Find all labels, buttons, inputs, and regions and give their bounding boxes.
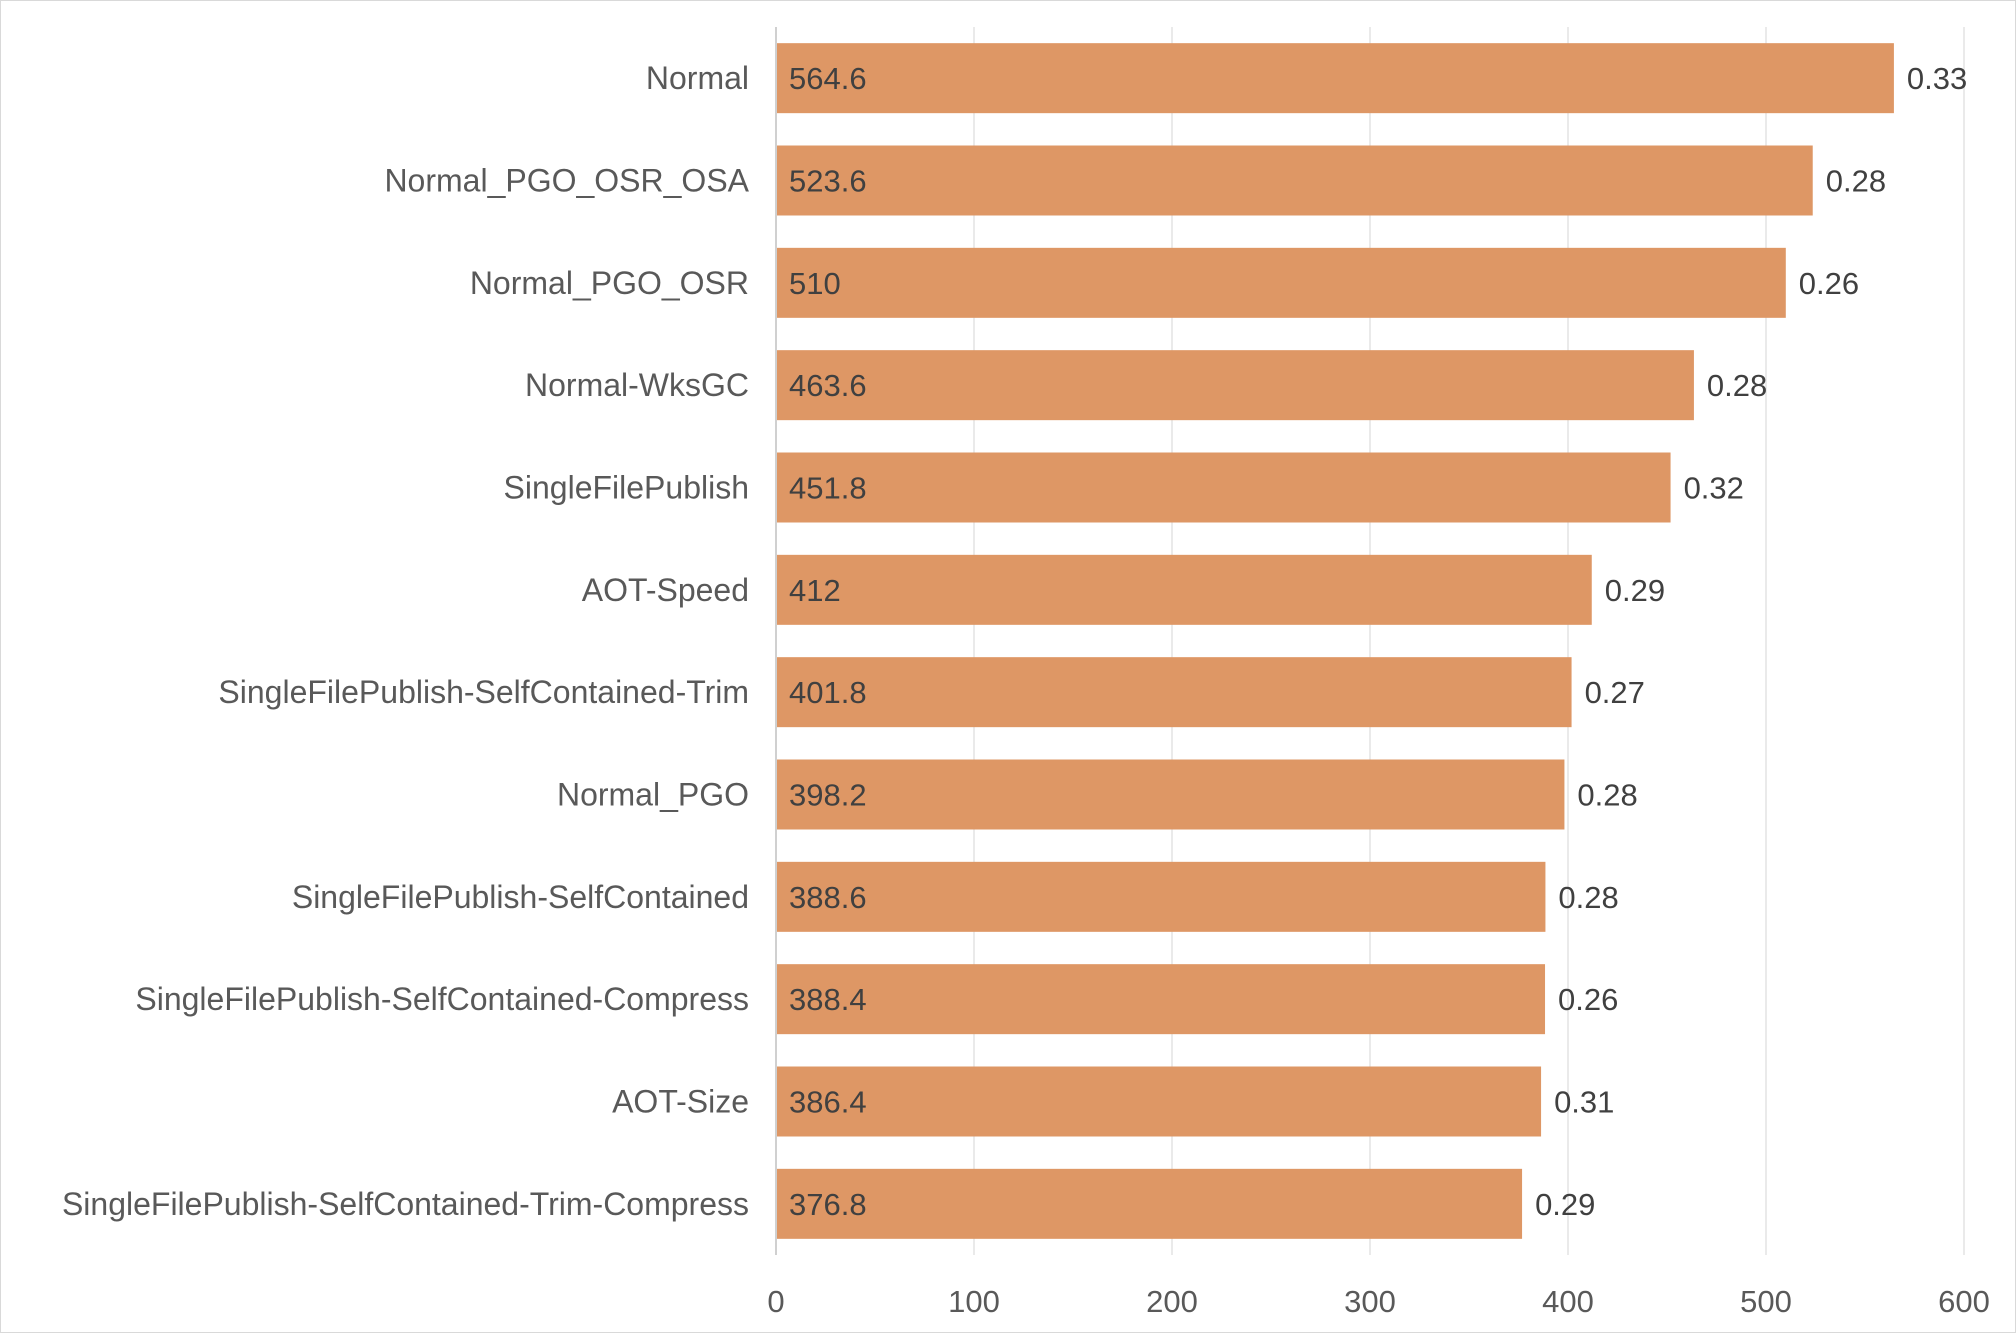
bar-value-label: 463.6 [789,368,867,403]
bar [776,452,1671,523]
x-tick-label: 600 [1938,1284,1990,1319]
bar-end-label: 0.29 [1535,1187,1595,1222]
category-label: SingleFilePublish-SelfContained-Compress [135,981,749,1017]
x-tick-label: 500 [1740,1284,1792,1319]
bar-value-label: 386.4 [789,1085,867,1120]
category-label: SingleFilePublish [504,470,749,506]
bar-value-label: 398.2 [789,778,867,813]
bar-end-label: 0.28 [1577,778,1637,813]
bar-value-label: 510 [789,266,841,301]
gridlines [973,27,1965,1255]
bar-value-label: 564.6 [789,61,867,96]
bar-end-label: 0.31 [1554,1085,1614,1120]
bar [776,861,1546,932]
bar-value-label: 401.8 [789,675,867,710]
bar-end-label: 0.28 [1558,880,1618,915]
bar-end-label: 0.29 [1605,573,1665,608]
bar [776,350,1694,421]
category-label: Normal_PGO [557,777,749,813]
bar [776,145,1813,216]
x-tick-label: 400 [1542,1284,1594,1319]
category-label: SingleFilePublish-SelfContained-Trim-Com… [62,1186,749,1222]
x-tick-label: 200 [1146,1284,1198,1319]
bar-end-label: 0.26 [1558,982,1618,1017]
bar-end-label: 0.26 [1799,266,1859,301]
x-tick-label: 300 [1344,1284,1396,1319]
x-tick-label: 100 [948,1284,1000,1319]
bar-end-label: 0.28 [1707,368,1767,403]
x-tick-label: 0 [767,1284,784,1319]
bar-value-label: 451.8 [789,471,867,506]
category-label: SingleFilePublish-SelfContained-Trim [218,674,749,710]
category-label: Normal_PGO_OSR [470,265,749,301]
category-label: Normal [646,60,749,96]
bar [776,964,1546,1035]
bar-value-label: 523.6 [789,164,867,199]
bar [776,1168,1523,1239]
labels: 0 100 200 300 400 500 600 Normal 564.6 0.33 Normal… [62,60,1990,1319]
bar [776,43,1894,114]
bar-end-label: 0.33 [1907,61,1967,96]
bar [776,759,1565,830]
bar-value-label: 388.4 [789,982,867,1017]
bar-value-label: 376.8 [789,1187,867,1222]
bar [776,247,1786,318]
bar-value-label: 412 [789,573,841,608]
category-label: Normal-WksGC [525,367,749,403]
bar-end-label: 0.27 [1585,675,1645,710]
category-label: SingleFilePublish-SelfContained [292,879,749,915]
bar-value-label: 388.6 [789,880,867,915]
bar [776,1066,1542,1137]
bar-end-label: 0.32 [1684,471,1744,506]
category-label: AOT-Speed [582,572,749,608]
category-label: Normal_PGO_OSR_OSA [384,163,749,199]
bar [776,554,1592,625]
bar [776,657,1572,728]
bars [776,43,1894,1239]
bar-end-label: 0.28 [1826,164,1886,199]
category-label: AOT-Size [612,1084,749,1120]
